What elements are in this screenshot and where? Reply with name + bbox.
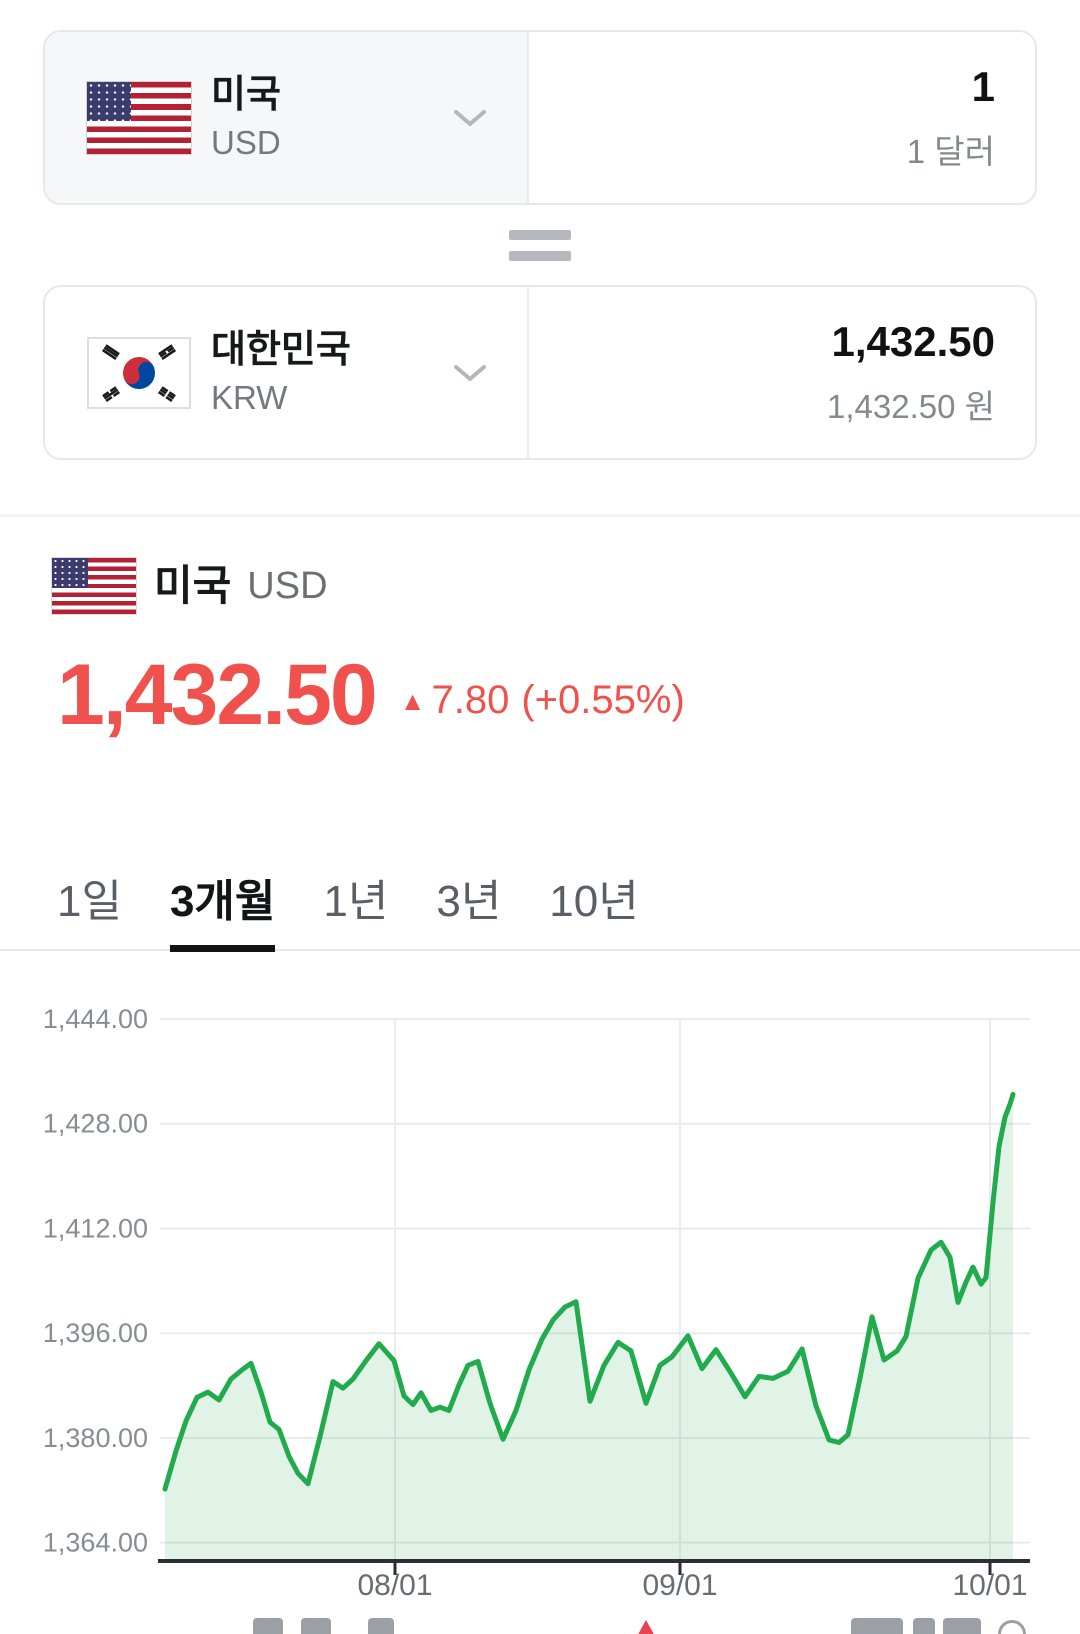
clipped-text-fragment (301, 1618, 331, 1634)
to-amount-value[interactable]: 1,432.50 (831, 317, 996, 365)
clipped-text-fragment (943, 1618, 981, 1634)
svg-text:1,412.00: 1,412.00 (43, 1213, 148, 1243)
tab-3months[interactable]: 3개월 (169, 844, 276, 952)
currency-converter: 미국 USD 1 1 달러 (43, 30, 1037, 205)
svg-text:10/01: 10/01 (952, 1569, 1027, 1602)
svg-text:1,444.00: 1,444.00 (43, 1004, 148, 1034)
to-country-label: 대한민국 (211, 328, 351, 371)
tab-1day[interactable]: 1일 (57, 877, 122, 926)
chevron-down-icon (453, 109, 487, 132)
quote-header: 미국 USD (51, 557, 328, 615)
clipped-text-fragment (913, 1618, 935, 1634)
svg-text:1,380.00: 1,380.00 (43, 1423, 148, 1453)
us-flag-icon (51, 557, 137, 615)
svg-text:1,428.00: 1,428.00 (43, 1109, 148, 1139)
equals-symbol (0, 205, 1080, 285)
svg-text:08/01: 08/01 (357, 1569, 432, 1602)
from-currency-selector[interactable]: 미국 USD (45, 32, 529, 203)
kr-flag-icon (87, 336, 191, 409)
exchange-chart-svg: 1,444.00 1,428.00 1,412.00 1,396.00 1,380.00… (43, 1004, 1030, 1602)
current-rate: 1,432.50 (57, 647, 378, 743)
quote-country: 미국 (154, 561, 232, 609)
period-tab-bar: 1일 3개월 1년 3년 10년 (0, 844, 1080, 952)
to-currency-selector[interactable]: 대한민국 KRW (45, 287, 529, 458)
clipped-text-fragment (851, 1618, 903, 1634)
svg-text:1,396.00: 1,396.00 (43, 1318, 148, 1348)
red-triangle-icon (636, 1620, 656, 1634)
to-currency-code: KRW (211, 379, 288, 417)
exchange-rate-chart[interactable]: 1,444.00 1,428.00 1,412.00 1,396.00 1,380.00… (0, 934, 1080, 1634)
from-amount-input[interactable]: 1 (971, 62, 995, 110)
svg-text:09/01: 09/01 (642, 1569, 717, 1602)
info-circle-icon (998, 1620, 1026, 1634)
price-row: 1,432.50 ▲ 7.80 (+0.55%) (57, 652, 685, 738)
to-amount-in-words: 1,432.50 원 (827, 387, 995, 425)
tab-3years[interactable]: 3년 (436, 877, 502, 926)
from-currency-card: 미국 USD 1 1 달러 (43, 30, 1037, 205)
clipped-text-fragment (253, 1618, 283, 1634)
svg-text:1,364.00: 1,364.00 (43, 1528, 148, 1558)
from-currency-code: USD (211, 124, 281, 162)
change-percent: (+0.55%) (521, 678, 685, 722)
tab-1year[interactable]: 1년 (323, 877, 389, 926)
section-divider (0, 514, 1080, 517)
quote-currency-code: USD (247, 564, 328, 607)
to-currency-card: 대한민국 KRW 1,432.50 1,432.50 원 (43, 285, 1037, 460)
up-triangle-icon: ▲ (399, 686, 426, 716)
us-flag-icon (86, 80, 192, 155)
change-value: 7.80 (431, 678, 510, 722)
tab-10years[interactable]: 10년 (549, 877, 639, 926)
clipped-text-fragment (368, 1618, 394, 1634)
chevron-down-icon (453, 364, 487, 387)
clipped-footer-row (0, 1612, 1080, 1634)
from-country-label: 미국 (211, 73, 281, 116)
from-amount-in-words: 1 달러 (906, 132, 995, 170)
